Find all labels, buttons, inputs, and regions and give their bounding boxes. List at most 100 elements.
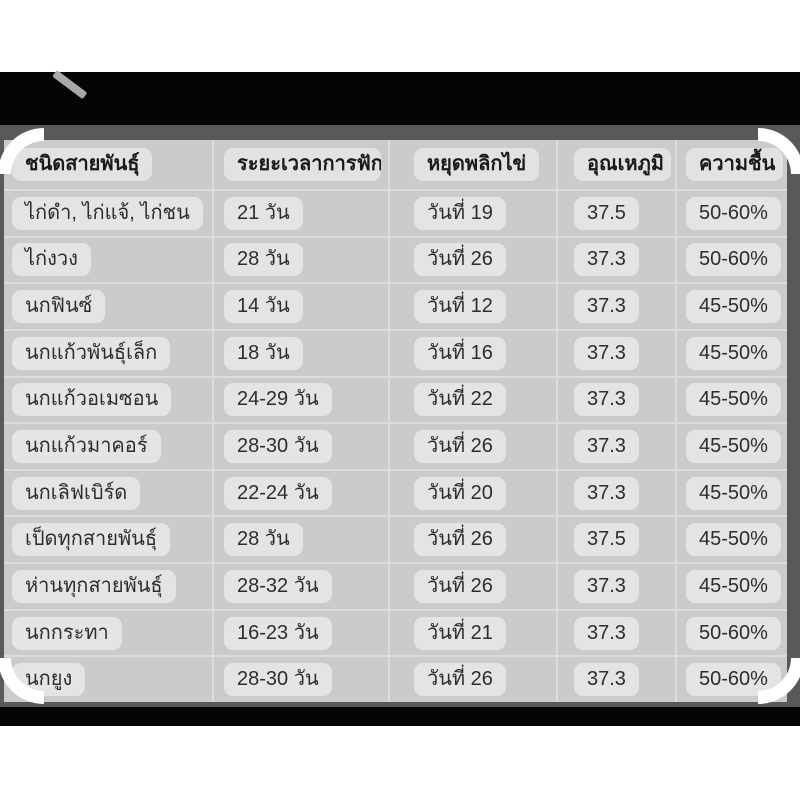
table-row: นกเลิฟเบิร์ด 22-24 วัน วันที่ 20 37.3 45… bbox=[4, 468, 787, 516]
cell-value: 45-50% bbox=[686, 523, 781, 557]
cell-humidity: 50-60% bbox=[675, 610, 787, 656]
cell-value: 45-50% bbox=[686, 290, 781, 324]
cell-species: ไก่ดำ, ไก่แจ้, ไก่ชน bbox=[4, 191, 212, 236]
table-row: นกฟินซ์ 14 วัน วันที่ 12 37.3 45-50% bbox=[4, 282, 787, 329]
cell-value: 45-50% bbox=[686, 476, 781, 510]
cell-incubation: 28-32 วัน bbox=[212, 564, 388, 609]
cell-stop-turning: วันที่ 21 bbox=[388, 610, 556, 656]
bottom-black-band bbox=[0, 707, 800, 726]
cell-value: 28-32 วัน bbox=[224, 569, 332, 603]
cell-temperature: 37.3 bbox=[556, 330, 675, 376]
cell-value: 45-50% bbox=[686, 430, 781, 464]
cell-value: 37.3 bbox=[574, 476, 639, 510]
table-row: ห่านทุกสายพันธุ์ 28-32 วัน วันที่ 26 37.… bbox=[4, 562, 787, 609]
cell-value: วันที่ 22 bbox=[414, 383, 506, 417]
incubation-table: ชนิดสายพันธุ์ ระยะเวลาการฟัก หยุดพลิกไข่… bbox=[4, 140, 787, 703]
cell-temperature: 37.3 bbox=[556, 237, 675, 283]
header-cell-incubation: ระยะเวลาการฟัก bbox=[212, 140, 388, 189]
cell-value: 14 วัน bbox=[224, 290, 303, 324]
cell-species: นกเลิฟเบิร์ด bbox=[4, 471, 212, 516]
cell-humidity: 45-50% bbox=[675, 330, 787, 376]
cell-temperature: 37.3 bbox=[556, 377, 675, 423]
table-row: นกแก้วพันธุ์เล็ก 18 วัน วันที่ 16 37.3 4… bbox=[4, 328, 787, 376]
cell-value: นกแก้วมาคอร์ bbox=[12, 430, 161, 464]
cell-value: 28 วัน bbox=[224, 243, 303, 277]
cell-value: 37.3 bbox=[574, 430, 639, 464]
cell-species: นกแก้วอเมซอน bbox=[4, 378, 212, 423]
cell-value: 37.3 bbox=[574, 383, 639, 417]
cell-species: นกกระทา bbox=[4, 611, 212, 656]
cell-temperature: 37.5 bbox=[556, 191, 675, 236]
cell-incubation: 24-29 วัน bbox=[212, 377, 388, 423]
cell-stop-turning: วันที่ 16 bbox=[388, 330, 556, 376]
cell-species: นกแก้วมาคอร์ bbox=[4, 424, 212, 469]
cell-species: ไก่งวง bbox=[4, 238, 212, 283]
table-row: ไก่งวง 28 วัน วันที่ 26 37.3 50-60% bbox=[4, 235, 787, 283]
cell-value: 37.5 bbox=[574, 523, 639, 557]
cell-temperature: 37.3 bbox=[556, 470, 675, 516]
cell-temperature: 37.3 bbox=[556, 564, 675, 609]
header-label: อุณเหภูมิ bbox=[574, 148, 671, 181]
cell-stop-turning: วันที่ 20 bbox=[388, 470, 556, 516]
cell-value: วันที่ 12 bbox=[414, 290, 506, 324]
cell-value: 37.3 bbox=[574, 336, 639, 370]
cell-value: 37.3 bbox=[574, 616, 639, 650]
cell-value: นกเลิฟเบิร์ด bbox=[12, 476, 141, 510]
cell-stop-turning: วันที่ 26 bbox=[388, 424, 556, 469]
cell-temperature: 37.3 bbox=[556, 284, 675, 329]
cell-incubation: 21 วัน bbox=[212, 191, 388, 236]
cell-value: 24-29 วัน bbox=[224, 383, 332, 417]
cell-value: ไก่งวง bbox=[12, 243, 91, 277]
cell-stop-turning: วันที่ 19 bbox=[388, 191, 556, 236]
cell-humidity: 45-50% bbox=[675, 424, 787, 469]
cell-humidity: 45-50% bbox=[675, 284, 787, 329]
cell-stop-turning: วันที่ 12 bbox=[388, 284, 556, 329]
cell-value: 37.3 bbox=[574, 569, 639, 603]
cell-incubation: 18 วัน bbox=[212, 330, 388, 376]
cell-value: เป็ดทุกสายพันธุ์ bbox=[12, 523, 171, 557]
cell-stop-turning: วันที่ 22 bbox=[388, 377, 556, 423]
cell-value: นกแก้วพันธุ์เล็ก bbox=[12, 336, 171, 370]
cell-value: 18 วัน bbox=[224, 336, 303, 370]
table-row: นกแก้วอเมซอน 24-29 วัน วันที่ 22 37.3 45… bbox=[4, 375, 787, 423]
cell-value: 37.3 bbox=[574, 243, 639, 277]
cell-value: วันที่ 19 bbox=[414, 196, 506, 230]
cell-stop-turning: วันที่ 26 bbox=[388, 657, 556, 703]
cell-value: 28 วัน bbox=[224, 523, 303, 557]
cell-value: 45-50% bbox=[686, 336, 781, 370]
cell-value: วันที่ 20 bbox=[414, 476, 506, 510]
cell-value: ไก่ดำ, ไก่แจ้, ไก่ชน bbox=[12, 196, 203, 230]
cell-temperature: 37.3 bbox=[556, 610, 675, 656]
cell-species: นกฟินซ์ bbox=[4, 284, 212, 329]
cell-value: นกกระทา bbox=[12, 616, 122, 650]
cell-stop-turning: วันที่ 26 bbox=[388, 517, 556, 563]
cell-incubation: 28-30 วัน bbox=[212, 424, 388, 469]
cell-value: วันที่ 16 bbox=[414, 336, 506, 370]
cell-temperature: 37.5 bbox=[556, 517, 675, 563]
cell-value: 45-50% bbox=[686, 383, 781, 417]
cell-species: ห่านทุกสายพันธุ์ bbox=[4, 564, 212, 609]
cell-humidity: 50-60% bbox=[675, 191, 787, 236]
header-label: หยุดพลิกไข่ bbox=[414, 148, 540, 181]
header-cell-temperature: อุณเหภูมิ bbox=[556, 140, 675, 189]
table-row: นกกระทา 16-23 วัน วันที่ 21 37.3 50-60% bbox=[4, 608, 787, 656]
cell-value: 37.5 bbox=[574, 196, 639, 230]
cell-humidity: 45-50% bbox=[675, 470, 787, 516]
cell-value: 16-23 วัน bbox=[224, 616, 332, 650]
cell-incubation: 28 วัน bbox=[212, 517, 388, 563]
cell-value: 22-24 วัน bbox=[224, 476, 332, 510]
cell-value: 28-30 วัน bbox=[224, 663, 332, 697]
table-row: ไก่ดำ, ไก่แจ้, ไก่ชน 21 วัน วันที่ 19 37… bbox=[4, 189, 787, 236]
header-cell-stop-turning: หยุดพลิกไข่ bbox=[388, 140, 556, 189]
cell-value: นกฟินซ์ bbox=[12, 290, 106, 324]
cell-value: 50-60% bbox=[686, 243, 781, 277]
cell-value: วันที่ 21 bbox=[414, 616, 506, 650]
cell-value: วันที่ 26 bbox=[414, 243, 506, 277]
table-row: เป็ดทุกสายพันธุ์ 28 วัน วันที่ 26 37.5 4… bbox=[4, 515, 787, 563]
cell-incubation: 22-24 วัน bbox=[212, 470, 388, 516]
cell-value: ห่านทุกสายพันธุ์ bbox=[12, 569, 176, 603]
cell-value: นกแก้วอเมซอน bbox=[12, 383, 172, 417]
cell-value: 50-60% bbox=[686, 196, 781, 230]
cell-incubation: 16-23 วัน bbox=[212, 610, 388, 656]
